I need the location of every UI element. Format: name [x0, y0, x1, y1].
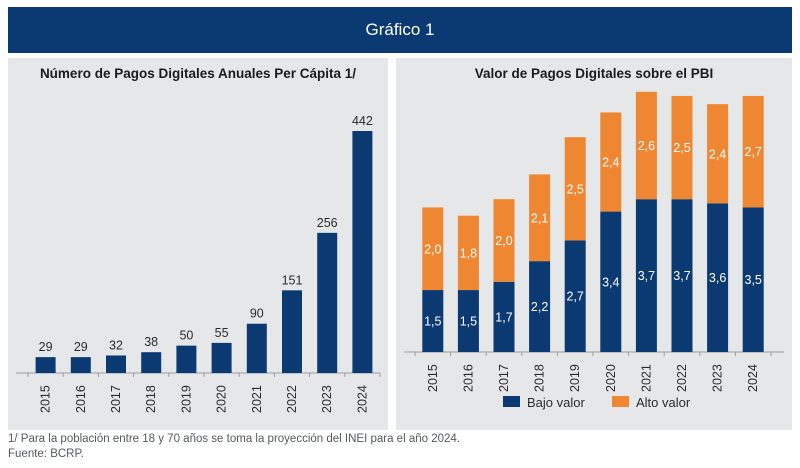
bar-bajo-2015	[422, 290, 444, 352]
x-tick-label-2015: 2015	[39, 385, 53, 413]
x-tick-label-2016: 2016	[74, 385, 88, 413]
per-capita-bar-chart: 29 2015 29 2016 32 2017 38 2018 50 2019 55 2020 90 20…	[16, 114, 381, 413]
bar-alto-2021	[635, 91, 657, 200]
x-tick-label-2020: 2020	[604, 364, 618, 392]
data-label-2019: 50	[179, 329, 193, 343]
bar-bajo-2018	[529, 261, 551, 352]
data-label-bajo-2020: 3,4	[602, 275, 619, 289]
bar-2022	[282, 290, 302, 373]
x-tick-label-2021: 2021	[639, 364, 653, 392]
pbi-chart-title: Valor de Pagos Digitales sobre el PBI	[474, 66, 714, 81]
bar-alto-2015	[422, 207, 444, 291]
x-tick-label-2022: 2022	[675, 364, 689, 392]
x-tick-label-2020: 2020	[215, 385, 229, 413]
x-tick-label-2017: 2017	[109, 385, 123, 413]
bar-alto-2020	[600, 112, 622, 212]
data-label-bajo-2016: 1,5	[460, 315, 477, 329]
bar-2023	[317, 232, 338, 373]
x-tick-label-2016: 2016	[461, 364, 475, 392]
data-label-2015: 29	[39, 340, 53, 354]
data-label-2022: 151	[282, 273, 303, 287]
footnote-note: 1/ Para la población entre 18 y 70 años …	[8, 433, 460, 445]
data-label-2023: 256	[317, 216, 338, 230]
bar-2015	[35, 357, 56, 373]
data-label-alto-2021: 2,6	[638, 139, 655, 153]
x-tick-label-2018: 2018	[533, 364, 547, 392]
data-label-bajo-2024: 3,5	[745, 273, 762, 287]
bar-alto-2023	[707, 104, 729, 204]
x-tick-label-2019: 2019	[179, 385, 193, 413]
chart-header-bar: Gráfico 1	[8, 7, 792, 53]
data-label-bajo-2019: 2,7	[567, 290, 584, 304]
data-label-alto-2016: 1,8	[460, 246, 477, 260]
x-tick-label-2023: 2023	[711, 364, 725, 392]
data-label-alto-2020: 2,4	[602, 156, 619, 170]
bar-bajo-2024	[742, 207, 764, 352]
bar-alto-2018	[529, 174, 551, 262]
data-label-2024: 442	[352, 114, 373, 128]
footnote-source: Fuente: BCRP.	[8, 448, 84, 460]
bar-2019	[176, 345, 197, 373]
chart-header-title: Gráfico 1	[365, 20, 435, 39]
legend-label-alto: Alto valor	[636, 395, 691, 410]
per-capita-chart-panel: Número de Pagos Digitales Anuales Per Cá…	[8, 58, 388, 430]
x-tick-label-2015: 2015	[426, 364, 440, 392]
data-label-bajo-2021: 3,7	[638, 269, 655, 283]
x-tick-label-2018: 2018	[144, 385, 158, 413]
bar-bajo-2019	[564, 240, 586, 352]
x-tick-label-2024: 2024	[746, 364, 760, 392]
data-label-alto-2018: 2,1	[531, 211, 548, 225]
x-tick-label-2023: 2023	[320, 385, 334, 413]
bar-2020	[211, 342, 232, 373]
bar-bajo-2021	[635, 199, 657, 352]
bar-alto-2024	[742, 95, 764, 208]
bar-bajo-2022	[671, 199, 693, 352]
bar-2017	[106, 355, 126, 373]
x-tick-label-2017: 2017	[497, 364, 511, 392]
data-label-2017: 32	[109, 338, 123, 352]
bar-alto-2022	[671, 95, 693, 200]
legend-swatch-bajo	[503, 396, 520, 407]
data-label-alto-2017: 2,0	[495, 234, 512, 248]
legend-label-bajo: Bajo valor	[527, 395, 585, 410]
pbi-chart-panel: Valor de Pagos Digitales sobre el PBI 1,…	[396, 58, 792, 430]
legend-swatch-alto	[612, 396, 629, 407]
bar-2024	[352, 131, 373, 373]
per-capita-chart-title: Número de Pagos Digitales Anuales Per Cá…	[39, 66, 357, 81]
data-label-alto-2023: 2,4	[709, 147, 726, 161]
bar-2021	[246, 323, 267, 373]
bar-bajo-2023	[707, 203, 729, 352]
bar-alto-2016	[457, 215, 479, 291]
x-tick-label-2022: 2022	[285, 385, 299, 413]
data-label-2021: 90	[250, 307, 264, 321]
x-tick-label-2021: 2021	[250, 385, 264, 413]
bar-bajo-2017	[493, 281, 515, 352]
data-label-bajo-2017: 1,7	[495, 310, 512, 324]
bar-bajo-2016	[457, 290, 479, 352]
data-label-bajo-2015: 1,5	[424, 315, 441, 329]
data-label-2020: 55	[215, 326, 229, 340]
data-label-bajo-2023: 3,6	[709, 271, 726, 285]
data-label-bajo-2018: 2,2	[531, 300, 548, 314]
data-label-alto-2024: 2,7	[745, 145, 762, 159]
bar-alto-2019	[564, 137, 586, 241]
data-label-bajo-2022: 3,7	[673, 269, 690, 283]
data-label-2018: 38	[144, 335, 158, 349]
bar-2018	[141, 352, 162, 373]
x-tick-label-2024: 2024	[355, 385, 369, 413]
bar-2016	[70, 357, 91, 373]
data-label-alto-2019: 2,5	[567, 182, 584, 196]
bar-alto-2017	[493, 199, 515, 282]
pbi-stacked-bar-chart: 1,5 2,0 2015 1,5 1,8 2016 1,7 2,0 2017 2,2 2,1 2018…	[404, 91, 784, 410]
data-label-alto-2015: 2,0	[424, 242, 441, 256]
data-label-2016: 29	[74, 340, 88, 354]
x-tick-label-2019: 2019	[568, 364, 582, 392]
data-label-alto-2022: 2,5	[673, 141, 690, 155]
bar-bajo-2020	[600, 211, 622, 352]
